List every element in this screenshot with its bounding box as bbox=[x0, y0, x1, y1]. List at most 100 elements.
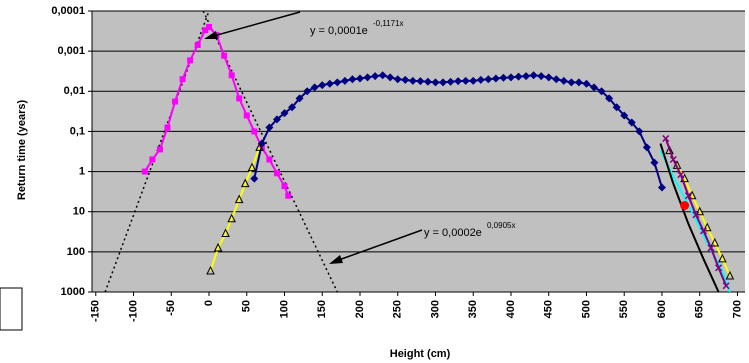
marker bbox=[247, 162, 257, 172]
marker bbox=[243, 112, 250, 119]
marker bbox=[371, 72, 380, 81]
annotation-arrow bbox=[335, 229, 423, 262]
marker bbox=[280, 109, 289, 118]
marker bbox=[710, 237, 720, 247]
marker bbox=[240, 178, 250, 188]
marker bbox=[439, 78, 448, 87]
x-tick-label: 250 bbox=[392, 300, 404, 318]
marker bbox=[423, 77, 432, 86]
marker bbox=[699, 227, 708, 235]
marker bbox=[657, 183, 666, 192]
marker bbox=[340, 76, 349, 85]
marker bbox=[559, 76, 568, 85]
marker bbox=[310, 83, 319, 92]
marker bbox=[221, 52, 228, 59]
plot-area bbox=[92, 11, 745, 292]
marker bbox=[635, 127, 644, 136]
marker bbox=[408, 76, 417, 85]
x-tick-label: 50 bbox=[241, 300, 253, 312]
marker bbox=[431, 78, 440, 87]
x-tick-label: 350 bbox=[467, 300, 479, 318]
marker bbox=[695, 206, 705, 216]
x-tick-label: 550 bbox=[618, 300, 630, 318]
marker bbox=[325, 79, 334, 88]
y-axis-label: Return time (years) bbox=[16, 100, 28, 201]
marker bbox=[522, 72, 531, 81]
x-tick-label: 600 bbox=[656, 300, 668, 318]
frame-fragment bbox=[0, 287, 23, 331]
marker bbox=[179, 76, 186, 83]
marker bbox=[141, 168, 148, 175]
marker bbox=[677, 171, 685, 179]
marker bbox=[149, 156, 156, 163]
x-tick-label: 0 bbox=[203, 300, 215, 306]
marker bbox=[257, 139, 266, 148]
marker bbox=[236, 95, 243, 102]
annotation-arrow bbox=[209, 11, 301, 38]
marker bbox=[416, 77, 425, 86]
marker bbox=[484, 75, 493, 84]
marker bbox=[469, 76, 478, 85]
marker bbox=[692, 211, 700, 219]
x-tick-label: 300 bbox=[429, 300, 441, 318]
marker bbox=[303, 87, 312, 96]
marker bbox=[718, 253, 727, 263]
y-tick-label: 1000 bbox=[61, 286, 85, 298]
marker bbox=[665, 145, 674, 155]
marker bbox=[605, 94, 614, 103]
marker bbox=[620, 111, 629, 120]
marker bbox=[318, 81, 327, 90]
marker bbox=[251, 128, 258, 135]
marker bbox=[281, 183, 288, 190]
marker bbox=[255, 142, 264, 151]
marker bbox=[590, 83, 599, 92]
marker bbox=[266, 156, 273, 163]
annotation: y = 0,0002e bbox=[424, 227, 482, 239]
marker bbox=[627, 118, 636, 127]
marker bbox=[722, 282, 730, 290]
arrow-head bbox=[204, 31, 218, 39]
marker bbox=[552, 75, 561, 84]
marker bbox=[537, 72, 546, 81]
marker bbox=[273, 170, 280, 177]
x-tick-label: 700 bbox=[731, 300, 743, 318]
annotation: y = 0,0001e bbox=[310, 25, 368, 37]
y-tick-label: 1 bbox=[79, 165, 85, 177]
y-tick-label: 0,01 bbox=[64, 85, 85, 97]
marker bbox=[506, 73, 515, 82]
x-axis-label: Height (cm) bbox=[390, 348, 451, 360]
marker bbox=[582, 79, 591, 88]
x-tick-label: -100 bbox=[127, 300, 139, 322]
marker bbox=[715, 264, 723, 272]
marker bbox=[194, 41, 201, 48]
marker bbox=[206, 23, 213, 30]
marker bbox=[272, 115, 281, 124]
marker bbox=[544, 73, 553, 82]
marker bbox=[597, 87, 606, 96]
marker bbox=[476, 75, 485, 84]
x-tick-label: 450 bbox=[543, 300, 555, 318]
marker bbox=[499, 73, 508, 82]
marker bbox=[680, 200, 690, 210]
marker bbox=[288, 103, 297, 112]
marker bbox=[702, 222, 712, 232]
marker bbox=[707, 244, 715, 252]
marker bbox=[446, 77, 455, 86]
marker bbox=[221, 228, 230, 238]
marker bbox=[363, 73, 372, 82]
marker bbox=[650, 158, 659, 167]
x-tick-label: 500 bbox=[580, 300, 592, 318]
marker bbox=[514, 72, 523, 81]
marker bbox=[206, 265, 215, 275]
marker bbox=[285, 192, 292, 199]
y-tick-label: 0,001 bbox=[57, 45, 85, 57]
marker bbox=[378, 71, 387, 80]
y-tick-label: 10 bbox=[73, 206, 85, 218]
marker bbox=[333, 78, 342, 87]
marker bbox=[461, 76, 470, 85]
marker bbox=[250, 174, 259, 183]
marker bbox=[662, 134, 670, 143]
marker bbox=[355, 74, 364, 83]
marker bbox=[227, 213, 236, 223]
